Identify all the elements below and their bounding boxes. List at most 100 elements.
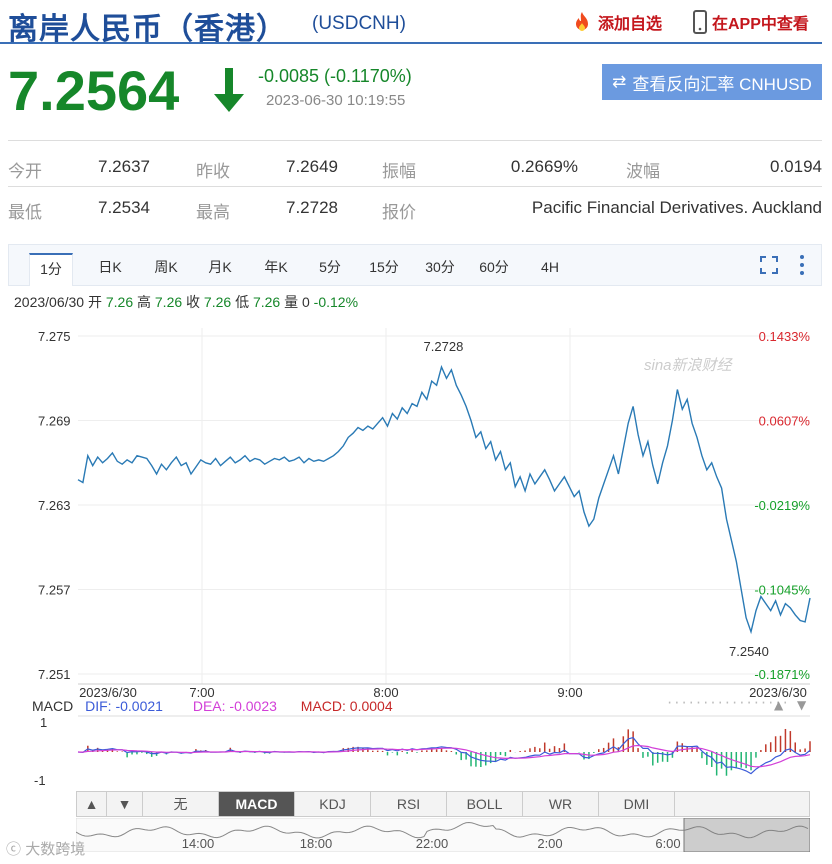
indicator-macd[interactable]: MACD xyxy=(219,792,295,816)
fullscreen-icon[interactable] xyxy=(759,255,779,275)
watermark-text: 大数跨境 xyxy=(25,841,86,858)
wave-value: 0.0194 xyxy=(770,157,822,176)
x-tick-label: 2023/6/30 xyxy=(749,685,807,700)
macd-value: MACD: 0.0004 xyxy=(300,698,393,714)
price-change: -0.0085 (-0.1170%) xyxy=(258,66,412,86)
high-label: 最高 xyxy=(196,203,230,222)
tab-week[interactable]: 周K xyxy=(154,259,178,275)
navigator-line xyxy=(76,821,809,839)
watermark-logo-icon: ⓒ xyxy=(6,841,22,858)
price-chart[interactable]: 7.275 7.269 7.263 7.257 7.251 0.1433% 0.0607%… xyxy=(0,318,832,790)
x-tick-label: 9:00 xyxy=(557,685,582,700)
macd-panel xyxy=(77,715,811,776)
reverse-rate-label: 查看反向汇率 CNHUSD xyxy=(632,74,812,94)
indicator-wr[interactable]: WR xyxy=(523,792,599,816)
footer-watermark: ⓒ 大数跨境 xyxy=(6,838,85,859)
tab-5min[interactable]: 5分 xyxy=(319,259,341,275)
prev-close-label: 昨收 xyxy=(196,162,230,181)
range-navigator[interactable]: 14:00 18:00 22:00 2:00 6:00 xyxy=(76,818,810,852)
tab-15min[interactable]: 15分 xyxy=(369,259,399,275)
y-tick-label: 7.257 xyxy=(38,583,71,598)
bar-open-label: 开 xyxy=(87,294,102,310)
quote-timestamp: 2023-06-30 10:19:55 xyxy=(266,92,406,109)
percent-tick-label: 0.0607% xyxy=(759,414,811,429)
percent-axis-ticks: 0.1433% 0.0607% -0.0219% -0.1045% -0.1871% xyxy=(754,329,810,682)
tab-month[interactable]: 月K xyxy=(208,259,232,275)
stats-table: 今开 7.2637 昨收 7.2649 振幅 0.2669% 波幅 0.0194… xyxy=(8,140,822,230)
macd-legend: MACD DIF: -0.0021 DEA: -0.0023 MACD: 0.0… xyxy=(32,698,393,714)
low-label: 最低 xyxy=(8,203,42,222)
bar-close-value: 7.26 xyxy=(203,294,232,310)
indicator-kdj[interactable]: KDJ xyxy=(295,792,371,816)
indicator-bar: ▲ ▼ 无 MACD KDJ RSI BOLL WR DMI xyxy=(76,791,810,817)
source-label: 报价 xyxy=(382,203,416,222)
add-favorite-button[interactable]: 添加自选 xyxy=(570,10,662,34)
high-value: 7.2728 xyxy=(286,198,338,217)
low-value: 7.2534 xyxy=(98,198,150,217)
macd-dif: DIF: -0.0021 xyxy=(85,698,163,714)
bar-low-label: 低 xyxy=(235,294,250,310)
page-header: 离岸人民币（香港） (USDCNH) 添加自选 在APP中查看 xyxy=(0,0,822,46)
navigator-tick-label: 14:00 xyxy=(182,836,215,851)
bar-high-label: 高 xyxy=(137,294,151,310)
open-label: 今开 xyxy=(8,162,42,181)
tab-day[interactable]: 日K xyxy=(98,259,122,275)
open-value: 7.2637 xyxy=(98,157,150,176)
stats-row-2: 最低 7.2534 最高 7.2728 报价 Pacific Financial… xyxy=(8,188,822,228)
navigator-tick-label: 22:00 xyxy=(416,836,449,851)
y-tick-label: 7.251 xyxy=(38,667,71,682)
stats-row-1: 今开 7.2637 昨收 7.2649 振幅 0.2669% 波幅 0.0194 xyxy=(8,147,822,187)
macd-y-top: 1 xyxy=(40,715,47,730)
percent-tick-label: -0.1045% xyxy=(754,583,810,598)
y-tick-label: 7.275 xyxy=(38,329,71,344)
percent-tick-label: -0.0219% xyxy=(754,498,810,513)
macd-dif-line xyxy=(77,736,811,775)
bar-volume-label: 量 xyxy=(284,294,299,310)
x-tick-label: 2023/6/30 xyxy=(79,685,137,700)
scroll-down-button[interactable]: ▼ xyxy=(107,792,143,816)
symbol-code: (USDCNH) xyxy=(312,13,406,34)
page-title: 离岸人民币（香港） xyxy=(8,13,287,46)
indicator-none[interactable]: 无 xyxy=(143,792,219,816)
indicator-rsi[interactable]: RSI xyxy=(371,792,447,816)
bar-close-label: 收 xyxy=(186,294,201,310)
x-tick-label: 8:00 xyxy=(373,685,398,700)
macd-dea-line xyxy=(77,744,811,768)
x-axis-ticks: 2023/6/30 7:00 8:00 9:00 2023/6/30 xyxy=(79,685,807,700)
bar-high-value: 7.26 xyxy=(154,294,183,310)
indicator-dmi[interactable]: DMI xyxy=(599,792,675,816)
x-tick-label: 7:00 xyxy=(189,685,214,700)
open-in-app-link[interactable]: 在APP中查看 xyxy=(692,10,809,34)
amplitude-value: 0.2669% xyxy=(510,157,578,176)
macd-name: MACD xyxy=(32,698,74,714)
tab-60min[interactable]: 60分 xyxy=(479,259,509,275)
chart-watermark: sina新浪财经 xyxy=(644,357,734,374)
tab-30min[interactable]: 30分 xyxy=(425,259,455,275)
scroll-up-button[interactable]: ▲ xyxy=(77,792,107,816)
reverse-rate-button[interactable]: ⇄ 查看反向汇率 CNHUSD xyxy=(602,64,822,100)
fire-icon xyxy=(576,12,588,31)
navigator-ticks: 14:00 18:00 22:00 2:00 6:00 xyxy=(182,836,681,851)
navigator-tick-label: 18:00 xyxy=(300,836,333,851)
indicator-boll[interactable]: BOLL xyxy=(447,792,523,816)
macd-down-icon[interactable]: ▼ xyxy=(797,698,807,712)
period-tabs: 1分 日K 周K 月K 年K 5分 15分 30分 60分 4H xyxy=(8,244,822,286)
navigator-window[interactable] xyxy=(683,818,810,852)
phone-icon xyxy=(693,10,707,34)
y-tick-label: 7.263 xyxy=(38,498,71,513)
tab-4h[interactable]: 4H xyxy=(541,259,559,275)
macd-up-icon[interactable]: ▲ xyxy=(774,698,784,712)
y-axis-ticks: 7.275 7.269 7.263 7.257 7.251 xyxy=(38,329,71,682)
prev-close-value: 7.2649 xyxy=(286,157,338,176)
tab-1min[interactable]: 1分 xyxy=(29,253,73,286)
source-value: Pacific Financial Derivatives. Auckland xyxy=(531,198,822,217)
percent-tick-label: -0.1871% xyxy=(754,667,810,682)
bar-info: 2023/06/30 开 7.26 高 7.26 收 7.26 低 7.26 量… xyxy=(14,292,358,312)
navigator-tick-label: 2:00 xyxy=(537,836,562,851)
swap-icon: ⇄ xyxy=(612,72,627,91)
max-price-label: 7.2728 xyxy=(424,339,464,354)
bar-date: 2023/06/30 xyxy=(14,294,85,310)
more-menu-icon[interactable] xyxy=(797,253,807,277)
tab-year[interactable]: 年K xyxy=(264,259,288,275)
min-price-label: 7.2540 xyxy=(729,644,769,659)
